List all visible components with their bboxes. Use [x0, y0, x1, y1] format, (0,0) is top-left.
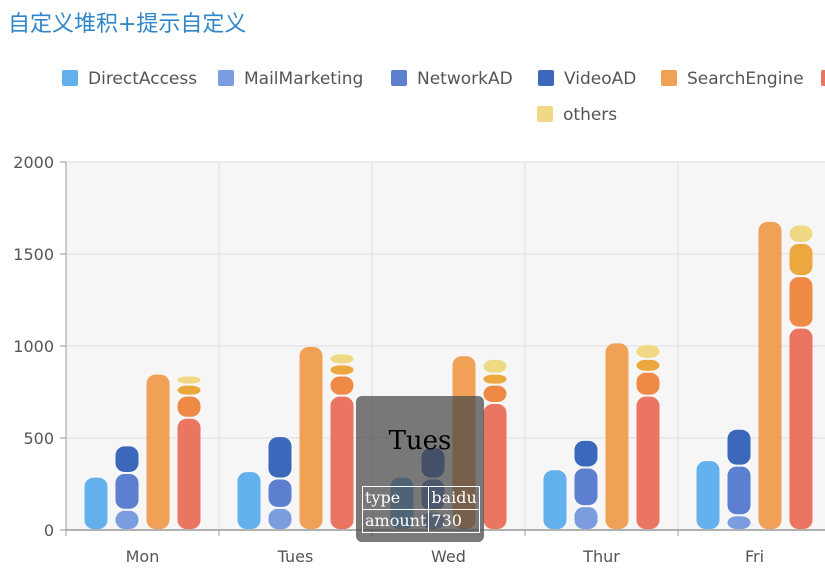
legend-label: DirectAccess	[88, 69, 197, 89]
tooltip-key: type	[361, 486, 430, 510]
bar-others-wed[interactable]	[483, 359, 507, 373]
bar-bing-thur[interactable]	[636, 359, 660, 371]
bar-bing-wed[interactable]	[483, 374, 507, 384]
tooltip-key: amount	[361, 509, 430, 533]
x-tick-label: Thur	[582, 547, 620, 566]
bar-google-thur[interactable]	[636, 372, 660, 395]
bar-google-tues[interactable]	[330, 376, 354, 395]
bar-networkad-mon[interactable]	[115, 473, 139, 509]
legend-label: others	[563, 105, 617, 125]
bar-google-wed[interactable]	[483, 385, 507, 403]
legend-swatch	[537, 106, 553, 122]
bar-directaccess-tues[interactable]	[237, 472, 261, 529]
legend-swatch-clipped	[821, 70, 825, 86]
bar-videoad-tues[interactable]	[268, 437, 292, 478]
tooltip-title: Tues	[388, 426, 452, 456]
legend-swatch	[218, 70, 234, 86]
legend-label: NetworkAD	[417, 69, 513, 89]
bar-mailmarketing-tues[interactable]	[268, 508, 292, 529]
x-tick-label: Fri	[745, 547, 764, 566]
legend-label: SearchEngine	[687, 69, 804, 89]
legend[interactable]: DirectAccess MailMarketing NetworkAD VideoA…	[62, 69, 825, 125]
bar-bing-tues[interactable]	[330, 365, 354, 375]
bar-videoad-thur[interactable]	[574, 440, 598, 467]
bar-directaccess-fri[interactable]	[696, 461, 720, 529]
bar-google-fri[interactable]	[789, 277, 813, 327]
tooltip-value: baidu	[428, 486, 480, 510]
bar-others-mon[interactable]	[177, 376, 201, 384]
legend-item-networkad[interactable]: NetworkAD	[391, 69, 513, 89]
bar-google-mon[interactable]	[177, 396, 201, 417]
legend-item-searchengine[interactable]: SearchEngine	[661, 69, 804, 89]
bar-mailmarketing-fri[interactable]	[727, 516, 751, 529]
tooltip-row-type: type baidu	[361, 486, 480, 510]
bar-networkad-tues[interactable]	[268, 479, 292, 507]
chart-title: 自定义堆积+提示自定义	[8, 12, 247, 37]
legend-swatch	[391, 70, 407, 86]
bar-others-thur[interactable]	[636, 345, 660, 358]
legend-item-mailmarketing[interactable]: MailMarketing	[218, 69, 363, 89]
x-tick-label: Mon	[126, 547, 160, 566]
tooltip-row-amount: amount 730	[361, 509, 480, 533]
bar-searchengine-mon[interactable]	[146, 374, 170, 529]
legend-swatch	[661, 70, 677, 86]
bar-bing-mon[interactable]	[177, 385, 201, 395]
axes: 0 500 1000 1500 2000 Mon Tues Wed Thur Fri	[13, 153, 825, 566]
legend-item-directaccess[interactable]: DirectAccess	[62, 69, 197, 89]
tooltip: Tues type baidu amount 730	[356, 396, 484, 542]
bar-directaccess-mon[interactable]	[84, 477, 108, 529]
bars[interactable]	[84, 221, 813, 529]
x-tick-label: Tues	[277, 547, 314, 566]
y-tick-label: 1500	[13, 245, 54, 264]
bar-mailmarketing-thur[interactable]	[574, 507, 598, 529]
y-tick-label: 500	[23, 429, 54, 448]
bar-baidu-mon[interactable]	[177, 418, 201, 529]
bar-baidu-wed[interactable]	[483, 404, 507, 529]
bar-others-fri[interactable]	[789, 225, 813, 242]
legend-item-videoad[interactable]: VideoAD	[538, 69, 636, 89]
bar-searchengine-tues[interactable]	[299, 347, 323, 529]
legend-swatch	[62, 70, 78, 86]
y-tick-label: 0	[44, 521, 54, 540]
y-tick-label: 1000	[13, 337, 54, 356]
bar-searchengine-fri[interactable]	[758, 221, 782, 529]
tooltip-value: 730	[428, 509, 480, 533]
bar-baidu-tues[interactable]	[330, 396, 354, 529]
bar-networkad-fri[interactable]	[727, 466, 751, 515]
bar-others-tues[interactable]	[330, 354, 354, 364]
bar-baidu-fri[interactable]	[789, 328, 813, 529]
bar-videoad-mon[interactable]	[115, 446, 139, 472]
bar-mailmarketing-mon[interactable]	[115, 510, 139, 529]
y-tick-label: 2000	[13, 153, 54, 172]
bar-networkad-thur[interactable]	[574, 468, 598, 506]
bar-bing-fri[interactable]	[789, 243, 813, 276]
legend-label: MailMarketing	[244, 69, 363, 89]
x-tick-label: Wed	[431, 547, 466, 566]
legend-swatch	[538, 70, 554, 86]
legend-label: VideoAD	[564, 69, 636, 89]
bar-videoad-fri[interactable]	[727, 429, 751, 465]
legend-item-others[interactable]: others	[537, 105, 617, 125]
bar-baidu-thur[interactable]	[636, 396, 660, 529]
tooltip-table: type baidu amount 730	[361, 486, 480, 533]
bar-searchengine-thur[interactable]	[605, 343, 629, 529]
bar-directaccess-thur[interactable]	[543, 470, 567, 529]
